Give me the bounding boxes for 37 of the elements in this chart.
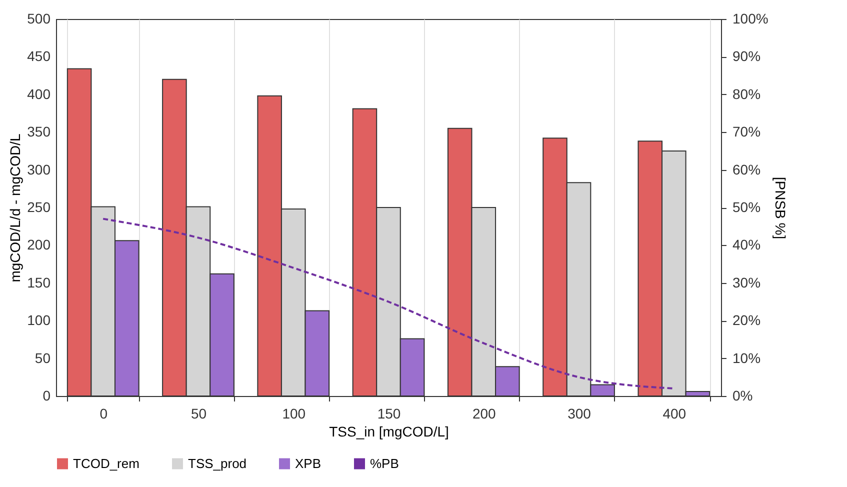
y2-tick-label: 40% [732, 236, 761, 253]
y-tick-label: 100 [27, 312, 51, 328]
y-tick-label: 350 [27, 124, 51, 140]
line-series [102, 218, 675, 390]
y2-tick-label: 30% [732, 274, 761, 290]
y2-tick-label: 90% [732, 48, 761, 64]
legend-label: TSS_prod [188, 456, 247, 471]
y2-tick-label: 20% [732, 312, 761, 328]
y-tick-label: 450 [27, 48, 51, 64]
y2-tick-label: 0% [732, 388, 753, 404]
y-tick-label: 50 [34, 350, 51, 366]
x-axis-title: TSS_in [mgCOD/L] [329, 424, 449, 440]
y-axis-title: mgCOD/L/d - mgCOD/L [7, 133, 24, 282]
x-tick-label: 50 [190, 406, 207, 422]
x-tick-label: 200 [472, 406, 496, 422]
y2-tick-label: 80% [732, 86, 761, 102]
x-tick-label: 400 [662, 406, 686, 422]
y-tick-label: 500 [27, 10, 51, 26]
legend-label: %PB [370, 456, 399, 471]
x-tick-label: 300 [568, 406, 592, 422]
y2-tick-label: 70% [732, 124, 761, 140]
y2-axis-title: [PNSB %] [772, 176, 788, 240]
x-tick-label: 0 [100, 406, 108, 422]
legend-label: TCOD_rem [73, 456, 140, 471]
y-tick-label: 150 [27, 274, 51, 290]
legend-label: XPB [295, 456, 322, 471]
y-tick-label: 300 [27, 161, 51, 178]
y2-tick-label: 60% [732, 161, 761, 178]
y2-tick-label: 10% [732, 350, 761, 366]
x-tick-label: 100 [282, 406, 306, 422]
y2-tick-label: 100% [732, 10, 768, 26]
y-tick-label: 250 [27, 199, 51, 215]
y-tick-label: 0 [42, 388, 51, 404]
y-tick-label: 400 [27, 86, 51, 102]
y-tick-label: 200 [27, 236, 51, 253]
x-tick-label: 150 [377, 406, 401, 422]
y2-tick-label: 50% [732, 199, 761, 215]
